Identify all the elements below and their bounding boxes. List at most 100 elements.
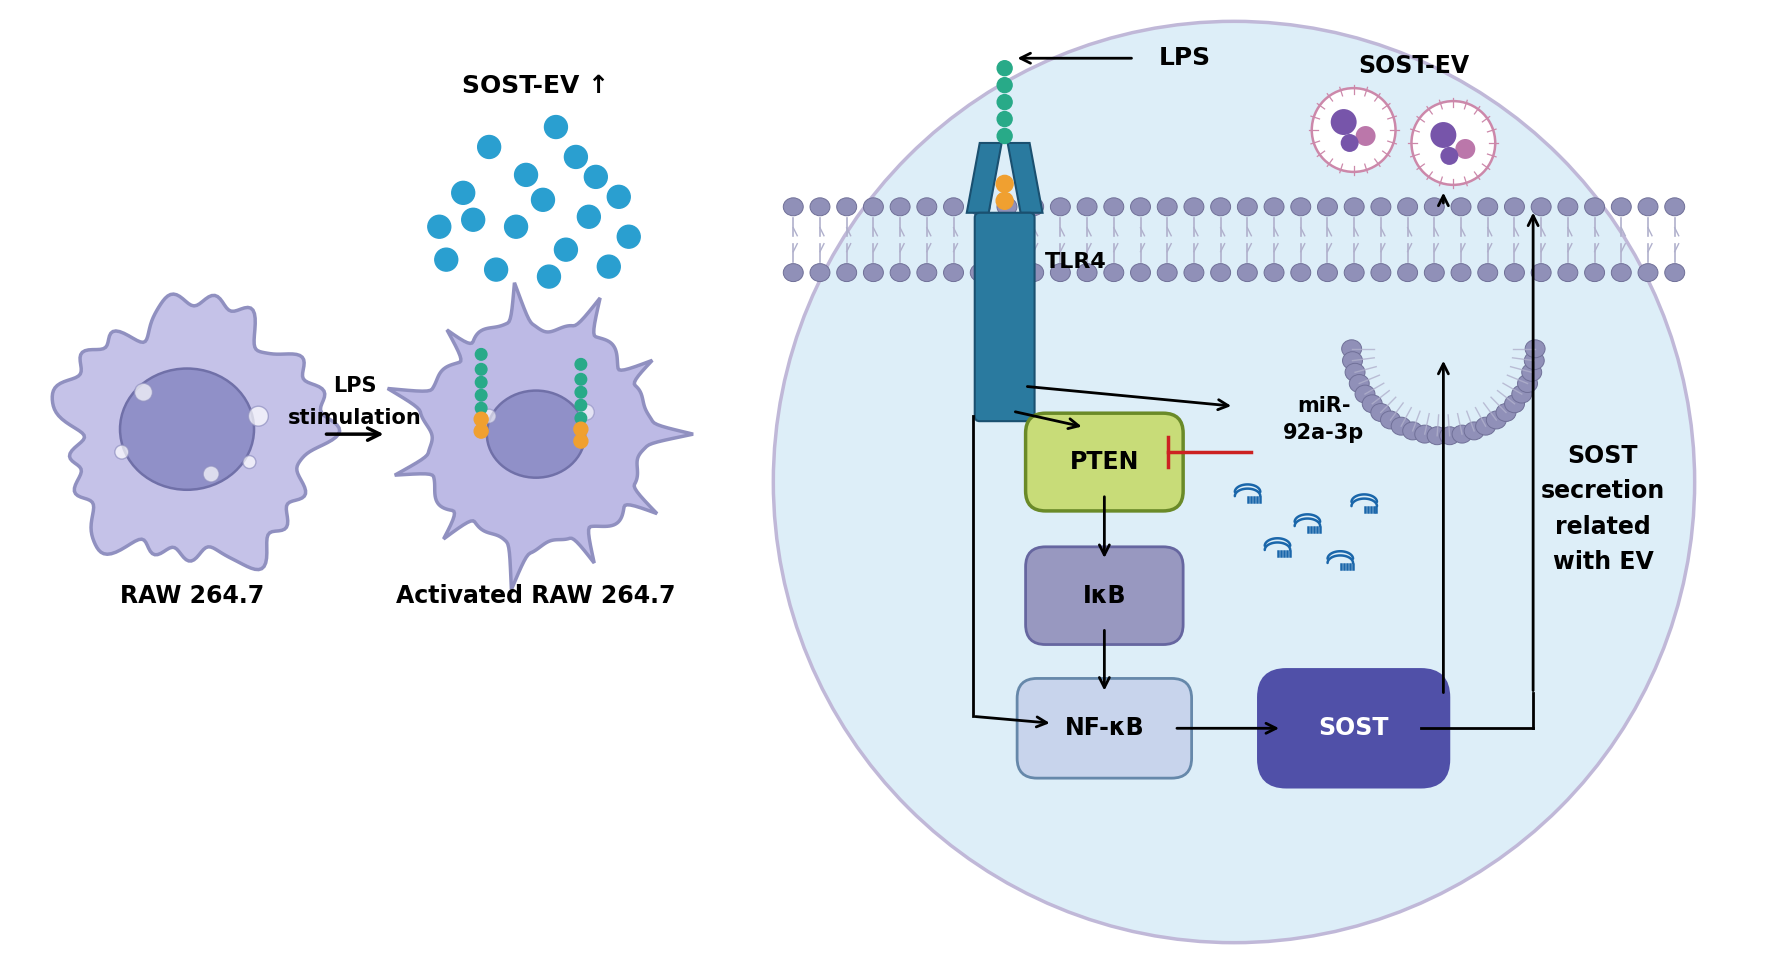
Ellipse shape [784,198,804,216]
Circle shape [565,146,588,169]
Ellipse shape [1464,422,1483,440]
Ellipse shape [1476,417,1496,435]
Circle shape [476,389,487,401]
Text: LPS: LPS [1159,46,1211,70]
Circle shape [1312,88,1395,172]
Circle shape [451,181,474,204]
Ellipse shape [1611,198,1632,216]
Ellipse shape [1290,263,1312,281]
Ellipse shape [1184,263,1204,281]
Ellipse shape [1317,198,1338,216]
Text: 92a-3p: 92a-3p [1283,423,1365,443]
Ellipse shape [1131,198,1150,216]
Ellipse shape [997,263,1018,281]
Ellipse shape [917,263,936,281]
Circle shape [573,434,588,448]
Ellipse shape [1427,427,1448,444]
Ellipse shape [837,198,857,216]
Ellipse shape [1372,198,1391,216]
Ellipse shape [1023,263,1044,281]
Ellipse shape [1370,404,1391,421]
Text: Activated RAW 264.7: Activated RAW 264.7 [396,583,676,607]
Circle shape [204,466,219,482]
Ellipse shape [1524,352,1543,369]
Ellipse shape [1487,411,1506,429]
Ellipse shape [1372,263,1391,281]
Circle shape [575,399,586,411]
Ellipse shape [1402,422,1423,440]
Ellipse shape [1666,198,1685,216]
FancyBboxPatch shape [1025,547,1182,645]
Ellipse shape [1023,198,1044,216]
Ellipse shape [1158,198,1177,216]
Ellipse shape [1496,404,1515,421]
FancyBboxPatch shape [1025,414,1182,511]
Ellipse shape [943,263,963,281]
Ellipse shape [1504,263,1524,281]
Ellipse shape [1637,263,1658,281]
Circle shape [476,402,487,414]
Circle shape [474,424,489,438]
Circle shape [1441,147,1458,165]
Ellipse shape [837,263,857,281]
Ellipse shape [1584,263,1605,281]
Circle shape [596,255,619,278]
Ellipse shape [1211,263,1230,281]
Circle shape [997,193,1012,209]
Ellipse shape [1414,425,1435,443]
Circle shape [997,94,1012,110]
Text: miR-: miR- [1297,396,1351,416]
Circle shape [474,413,489,426]
Circle shape [997,112,1012,126]
Text: TLR4: TLR4 [1044,252,1106,272]
Ellipse shape [1611,263,1632,281]
Ellipse shape [1478,263,1497,281]
Circle shape [545,116,568,139]
Ellipse shape [1425,263,1444,281]
Ellipse shape [811,263,830,281]
Circle shape [538,265,561,288]
Ellipse shape [811,198,830,216]
Ellipse shape [1356,385,1375,403]
Circle shape [575,359,586,370]
Ellipse shape [1398,198,1418,216]
Ellipse shape [1504,198,1524,216]
Circle shape [579,404,595,420]
Ellipse shape [1517,375,1538,392]
Text: RAW 264.7: RAW 264.7 [120,583,264,607]
Ellipse shape [1104,263,1124,281]
Circle shape [476,349,487,361]
Circle shape [1411,101,1496,185]
Circle shape [618,226,641,248]
Ellipse shape [1237,263,1257,281]
Ellipse shape [1451,425,1473,443]
Text: SOST-EV ↑: SOST-EV ↑ [462,74,609,98]
Ellipse shape [1584,198,1605,216]
Polygon shape [966,143,1002,213]
Circle shape [515,164,538,186]
Circle shape [997,78,1012,93]
Ellipse shape [1526,340,1545,358]
Ellipse shape [120,368,255,490]
Circle shape [997,61,1012,76]
Circle shape [1356,126,1375,146]
Ellipse shape [1637,198,1658,216]
Ellipse shape [1078,263,1097,281]
Ellipse shape [970,198,989,216]
Ellipse shape [1504,395,1524,413]
Ellipse shape [1512,385,1531,403]
Circle shape [607,185,630,208]
Ellipse shape [1349,375,1370,392]
FancyBboxPatch shape [1258,669,1450,788]
Circle shape [531,188,554,211]
Ellipse shape [1391,417,1411,435]
Circle shape [476,363,487,375]
Circle shape [435,248,458,271]
Ellipse shape [1342,340,1361,358]
Circle shape [115,445,129,459]
Ellipse shape [1290,198,1312,216]
Circle shape [476,377,487,388]
Ellipse shape [1558,263,1577,281]
Circle shape [575,387,586,398]
Ellipse shape [1131,263,1150,281]
